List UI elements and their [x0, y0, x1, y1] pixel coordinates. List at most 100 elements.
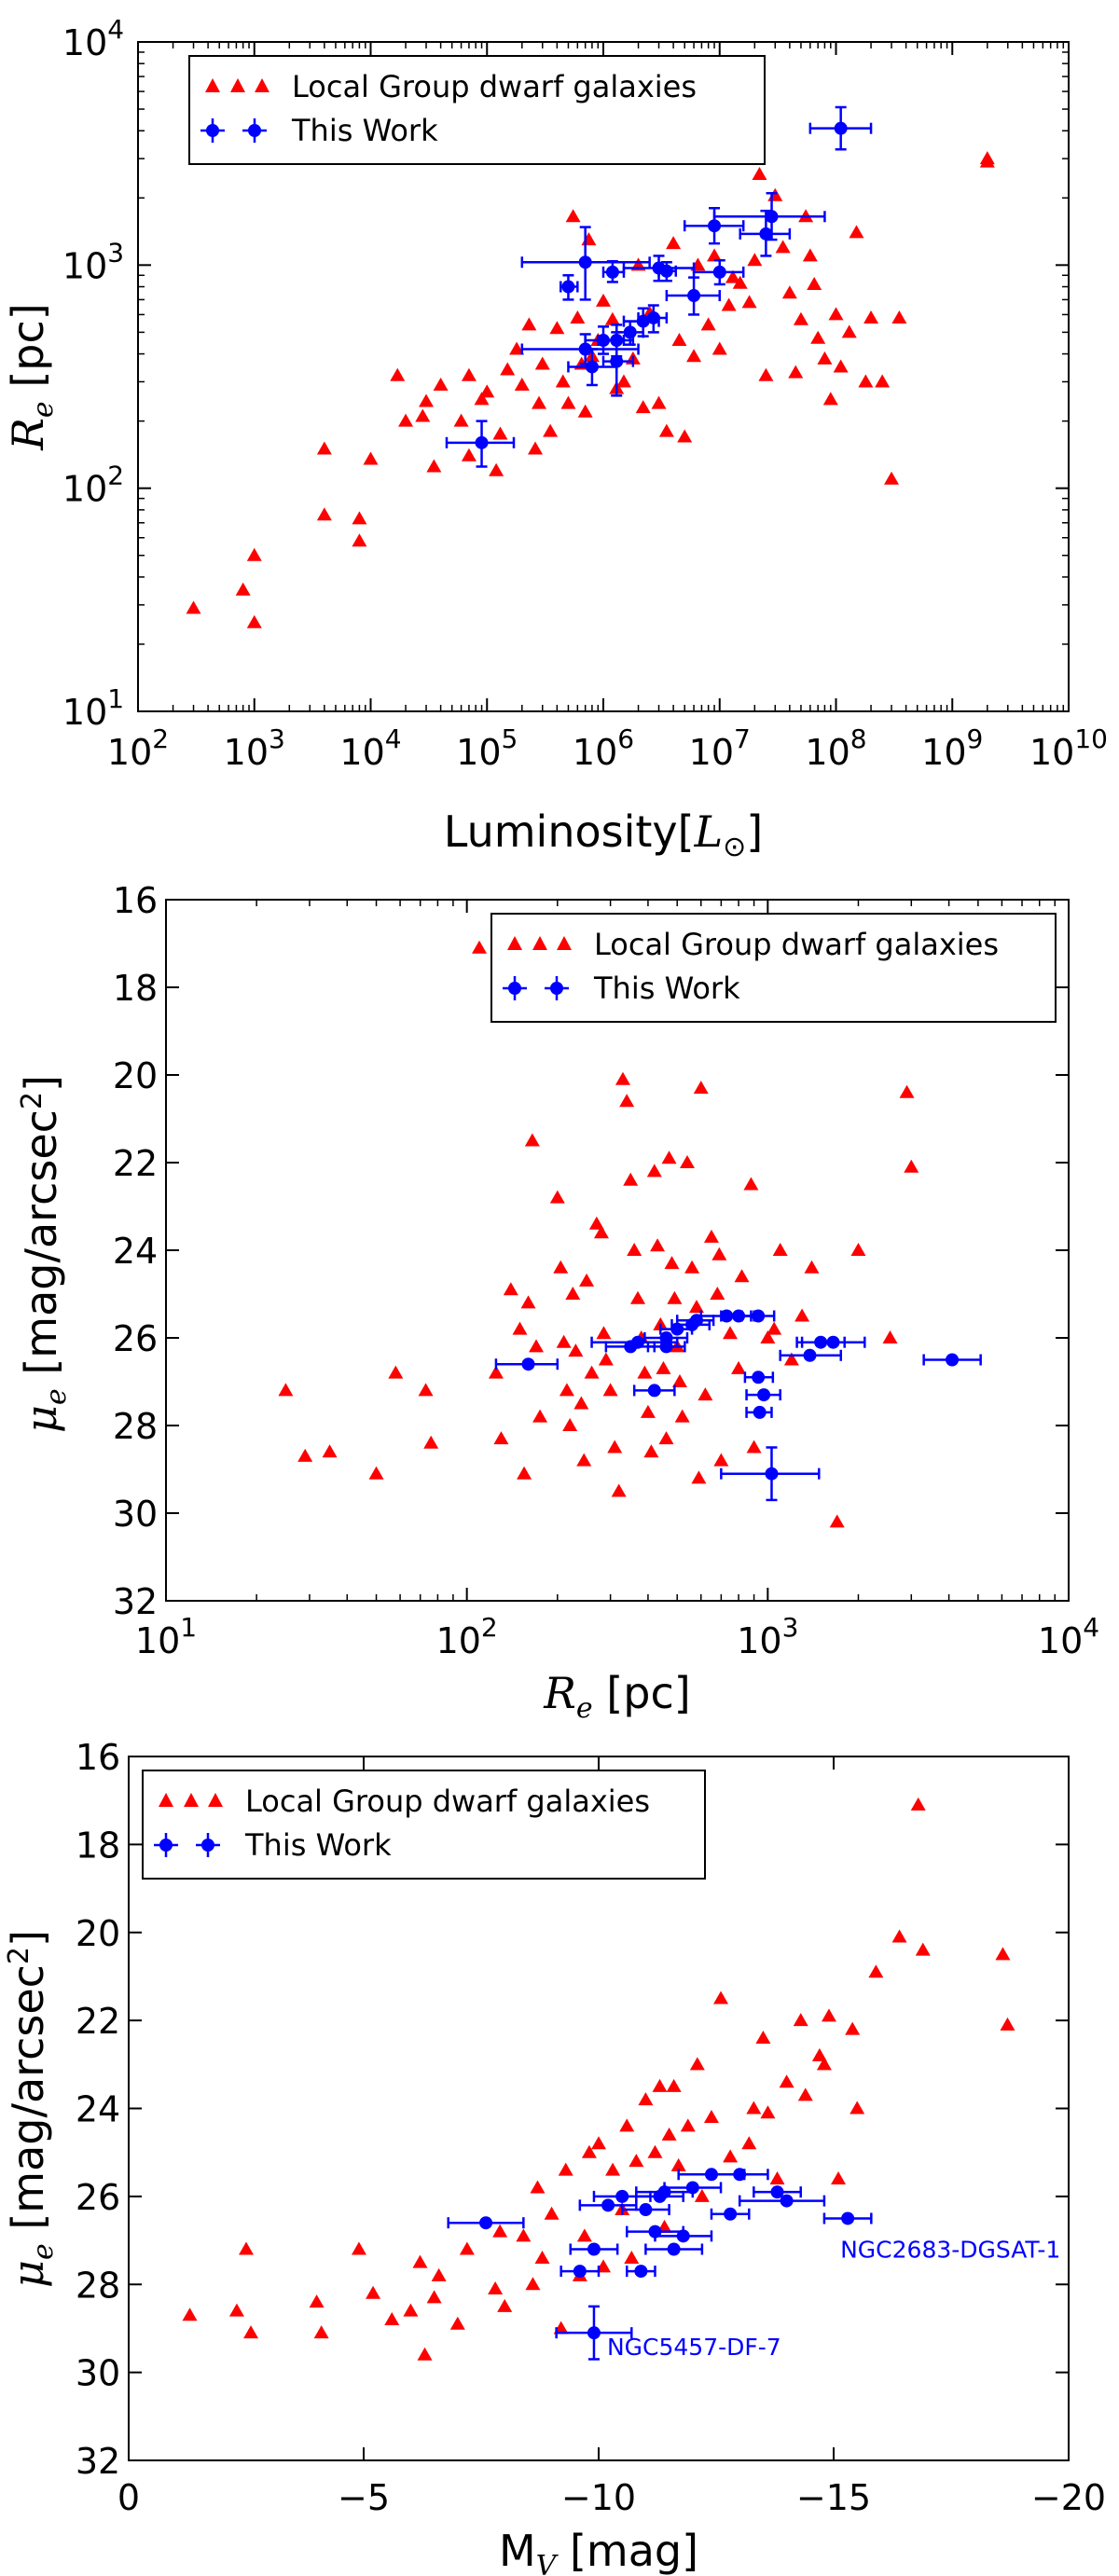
lg-point	[309, 2294, 325, 2308]
lg-point	[640, 1404, 656, 1418]
lg-point	[588, 1216, 604, 1230]
lg-point	[431, 2267, 447, 2281]
lg-point	[858, 374, 874, 388]
lg-point	[581, 232, 597, 246]
lg-point	[316, 507, 332, 521]
y-tick-label: 18	[76, 1825, 120, 1866]
lg-point	[691, 1470, 707, 1484]
y-tick-label: 16	[76, 1737, 120, 1778]
lg-point	[807, 276, 822, 290]
lg-point	[246, 547, 262, 561]
lg-point	[322, 1444, 338, 1458]
lg-point	[671, 333, 687, 347]
lg-point	[549, 321, 565, 335]
lg-point	[758, 367, 774, 381]
lg-point	[647, 2144, 663, 2158]
lg-point	[544, 2206, 560, 2220]
lg-point	[884, 471, 900, 485]
lg-point	[656, 1360, 671, 1374]
lg-point	[850, 2101, 865, 2115]
panel1-y-tick-labels: 101 102 103 104	[62, 14, 124, 733]
lg-point	[686, 349, 702, 363]
tw-point	[445, 420, 516, 468]
tw-point	[753, 2185, 802, 2199]
lg-point	[228, 2303, 244, 2317]
lg-point	[313, 2325, 329, 2339]
lg-point	[565, 209, 581, 223]
lg-point	[488, 2280, 504, 2294]
lg-point	[788, 365, 804, 379]
lg-point	[979, 154, 995, 168]
tw-point	[712, 191, 826, 241]
lg-point	[713, 1991, 729, 2004]
lg-point	[841, 324, 857, 338]
lg-point	[694, 2188, 710, 2202]
lg-point	[891, 310, 907, 324]
lg-point	[623, 1172, 639, 1186]
lg-point	[605, 2162, 621, 2176]
lg-point	[629, 2154, 644, 2168]
panel1-x-label: Luminosity[L⊙]	[444, 806, 763, 863]
lg-point	[576, 2228, 592, 2242]
lg-point	[596, 293, 611, 307]
lg-point	[509, 341, 525, 355]
lg-point	[666, 236, 682, 250]
legend-lg-marker	[230, 78, 245, 92]
lg-point	[596, 1326, 612, 1340]
tw-point	[800, 1335, 866, 1349]
y-tick-label: 104	[62, 14, 124, 63]
lg-point	[802, 248, 818, 262]
lg-point	[489, 462, 504, 476]
lg-point	[689, 2057, 705, 2071]
tw-point	[620, 2203, 670, 2217]
lg-point	[562, 1418, 578, 1431]
lg-point	[560, 395, 576, 409]
lg-point	[461, 448, 477, 461]
lg-point	[246, 614, 262, 628]
lg-point	[693, 1081, 709, 1095]
y-tick-label: 24	[76, 2089, 120, 2130]
lg-point	[549, 1190, 565, 1204]
y-tick-label: 16	[113, 880, 158, 921]
lg-point	[829, 1514, 845, 1528]
panel3-marks	[182, 1797, 1015, 2361]
lg-point	[767, 187, 783, 201]
lg-point	[793, 2013, 808, 2027]
legend-tw-label: This Work	[244, 1827, 392, 1863]
lg-point	[666, 2078, 682, 2092]
lg-point	[598, 1352, 614, 1366]
y-tick-label: 26	[113, 1318, 158, 1359]
legend-box	[188, 55, 766, 165]
lg-point	[760, 2105, 776, 2119]
tw-point	[745, 1405, 773, 1419]
lg-point	[607, 1440, 623, 1453]
lg-point	[828, 307, 844, 321]
lg-point	[783, 1352, 799, 1366]
lg-point	[688, 1300, 704, 1314]
x-tick-label: 106	[573, 723, 634, 773]
y-tick-label: 20	[113, 1055, 158, 1096]
lg-point	[573, 1396, 589, 1410]
legend-lg-marker	[255, 78, 269, 92]
lg-point	[725, 269, 740, 283]
lg-point	[822, 392, 838, 406]
panel1-x-tick-labels: 102 103 104 105 106 107 108 109 1010	[107, 723, 1108, 773]
y-tick-label: 30	[76, 2353, 120, 2394]
tw-point	[520, 226, 651, 301]
lg-point	[635, 400, 651, 414]
lg-point	[658, 1431, 674, 1445]
tw-point	[654, 2229, 713, 2243]
lg-point	[743, 1177, 759, 1191]
panel2-x-tick-labels: 101 102 103 104	[135, 1612, 1099, 1661]
x-tick-label: 104	[1038, 1612, 1099, 1661]
lg-point	[811, 2047, 827, 2061]
lg-point	[723, 2149, 739, 2163]
lg-point	[849, 225, 864, 239]
legend-tw-marker	[550, 982, 563, 995]
lg-point	[680, 2118, 696, 2132]
legend-tw-label: This Work	[593, 971, 740, 1006]
legend-lg-marker	[532, 936, 547, 950]
y-tick-label: 22	[76, 2001, 120, 2042]
lg-point	[721, 297, 737, 311]
